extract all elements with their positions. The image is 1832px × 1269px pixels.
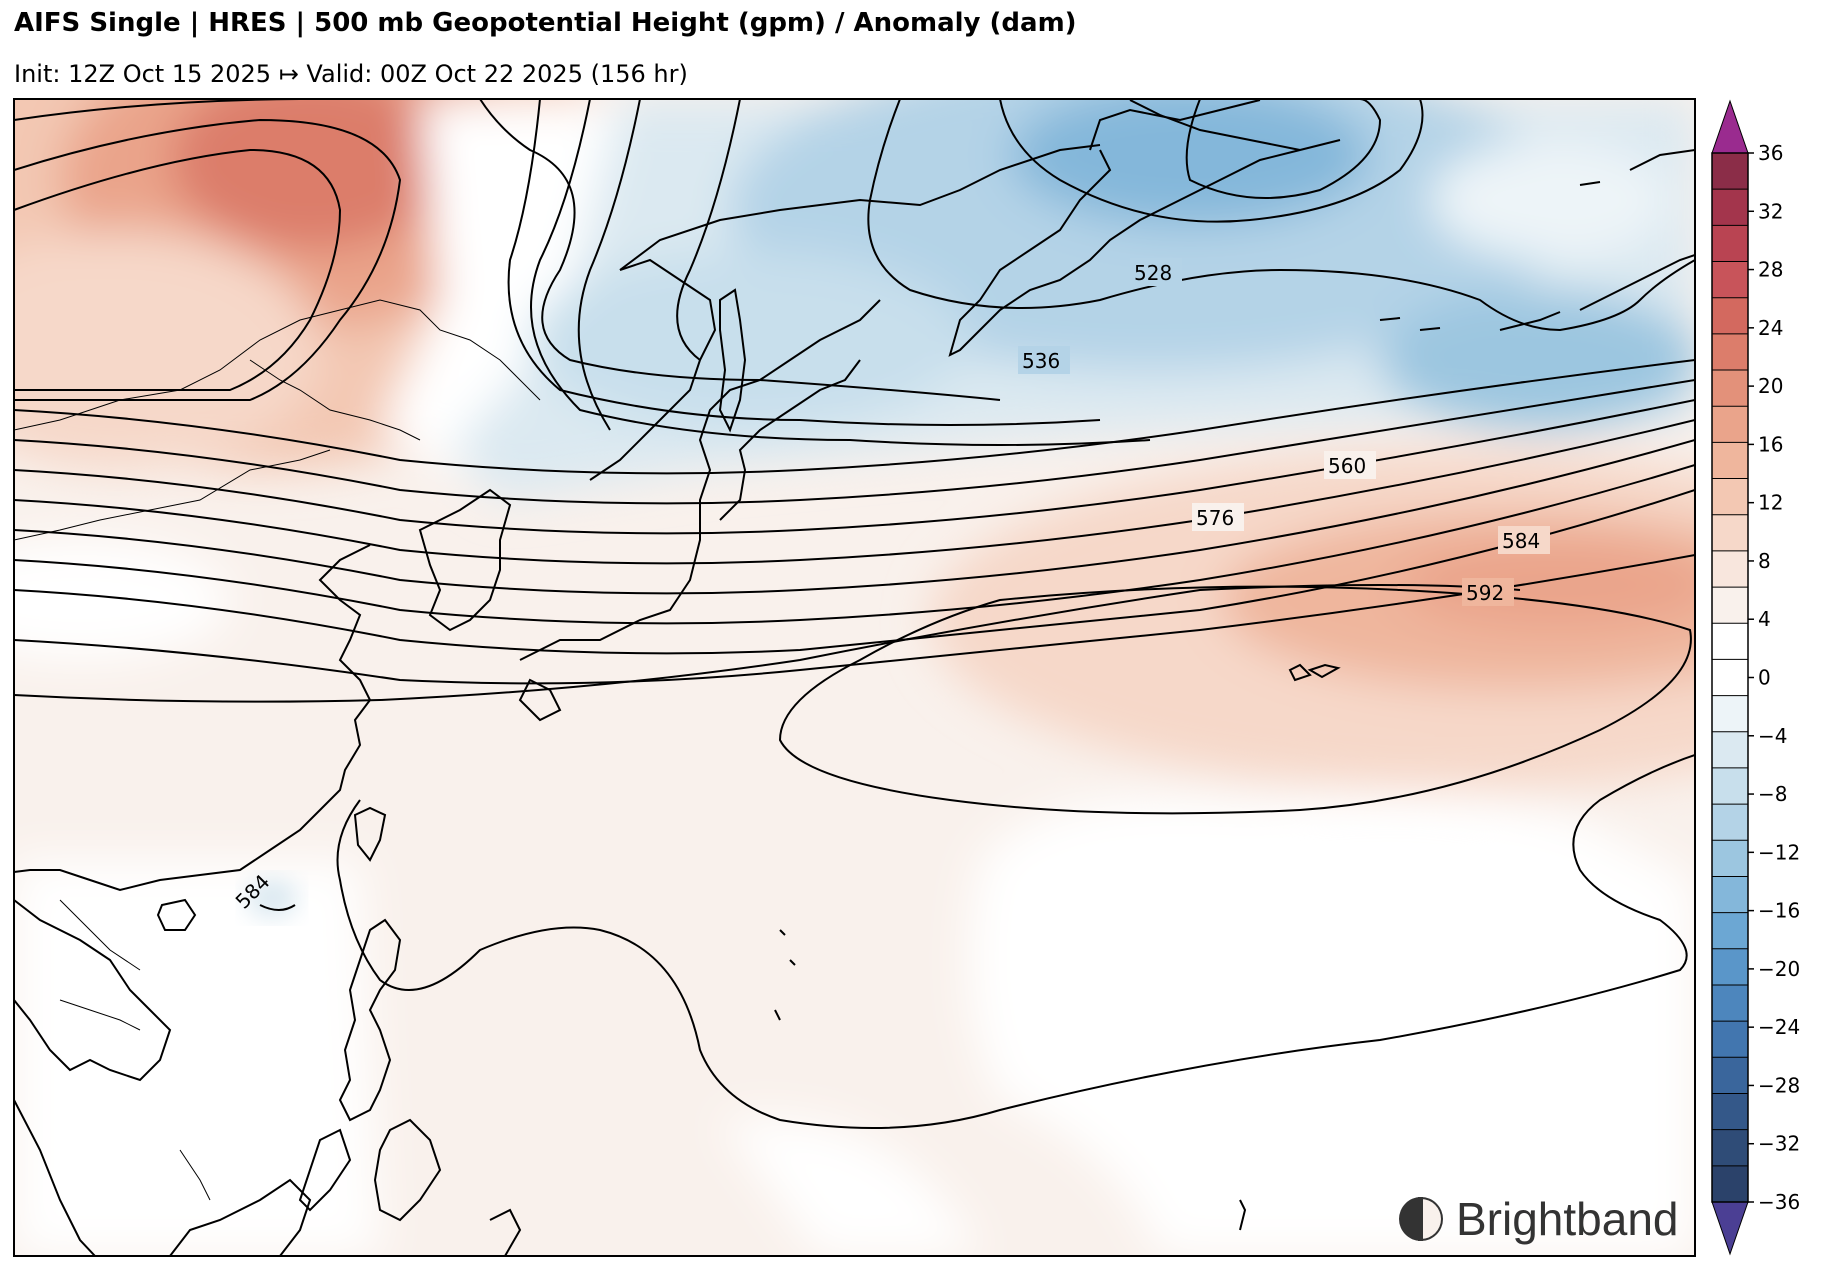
contour-label-560: 560	[1328, 454, 1366, 478]
brightband-icon	[1399, 1197, 1443, 1241]
colorbar-tick-label: 28	[1758, 258, 1783, 282]
colorbar-segment	[1712, 478, 1748, 516]
colorbar-segment	[1712, 804, 1748, 841]
contour-label-592: 592	[1466, 581, 1504, 605]
colorbar-segment	[1712, 912, 1748, 950]
colorbar-tick-label: −32	[1758, 1132, 1800, 1156]
colorbar-tick-label: −16	[1758, 899, 1800, 923]
colorbar-segment	[1712, 731, 1748, 769]
colorbar-tick-label: −20	[1758, 957, 1800, 981]
colorbar-tick-label: −8	[1758, 782, 1787, 806]
chart-subtitle: Init: 12Z Oct 15 2025 ↦ Valid: 00Z Oct 2…	[14, 60, 688, 88]
colorbar-segment	[1712, 1057, 1748, 1094]
contour-label-528: 528	[1134, 261, 1172, 285]
colorbar-tick-label: 0	[1758, 666, 1771, 690]
colorbar-segment	[1712, 225, 1748, 263]
colorbar-over-arrow	[1711, 99, 1749, 154]
colorbar-segment	[1712, 984, 1748, 1022]
contour-label-584: 584	[1502, 529, 1540, 553]
colorbar-segment	[1712, 442, 1748, 480]
colorbar-segment	[1712, 587, 1748, 624]
colorbar-segment	[1712, 189, 1748, 226]
colorbar-tick-label: −28	[1758, 1073, 1800, 1097]
colorbar-tick-label: −12	[1758, 840, 1800, 864]
colorbar-segment	[1712, 767, 1748, 805]
colorbar-segment	[1712, 1165, 1748, 1203]
colorbar-segment	[1712, 659, 1748, 697]
colorbar-segment	[1712, 876, 1748, 914]
colorbar-segment	[1712, 840, 1748, 877]
colorbar-segment	[1712, 1021, 1748, 1058]
colorbar-segment	[1712, 514, 1748, 552]
colorbar-tick-label: 32	[1758, 199, 1783, 223]
contour-label-576: 576	[1196, 506, 1234, 530]
colorbar-segment	[1712, 1093, 1748, 1131]
chart-title: AIFS Single | HRES | 500 mb Geopotential…	[14, 8, 1077, 38]
colorbar-tick-label: 36	[1758, 141, 1783, 165]
colorbar-segment	[1712, 153, 1748, 190]
colorbar-segment	[1712, 297, 1748, 335]
country-borders	[14, 299, 541, 1201]
colorbar-under-arrow	[1711, 1201, 1749, 1256]
colorbar-tick-label: 12	[1758, 491, 1783, 515]
colorbar-tick-label: −4	[1758, 724, 1787, 748]
colorbar-segment	[1712, 406, 1748, 443]
colorbar-tick-label: 4	[1758, 607, 1771, 631]
colorbar-segment	[1712, 948, 1748, 986]
colorbar-tick-label: 20	[1758, 374, 1783, 398]
colorbar: 36 32 28 24 20 16 12 8 4 0 −4 −8 −12 −16 −20 −24 −28 −32 −…	[1711, 99, 1800, 1256]
brightband-wordmark: Brightband	[1456, 1193, 1679, 1245]
brightband-logo: Brightband	[1399, 1193, 1679, 1245]
colorbar-tick-label: 8	[1758, 549, 1771, 573]
colorbar-segment	[1712, 333, 1748, 371]
colorbar-tick-label: 24	[1758, 316, 1783, 340]
colorbar-tick-label: −36	[1758, 1190, 1800, 1214]
map-frame	[13, 98, 1696, 1257]
colorbar-segment	[1712, 623, 1748, 660]
colorbar-tick-label: −24	[1758, 1015, 1800, 1039]
colorbar-tick-label: 16	[1758, 432, 1783, 456]
colorbar-segment	[1712, 1129, 1748, 1167]
colorbar-segment	[1712, 695, 1748, 733]
colorbar-segment	[1712, 550, 1748, 588]
height-contours	[14, 99, 1695, 1129]
colorbar-segment	[1712, 261, 1748, 299]
contour-labels: 528 536 560 576 584 592 584	[231, 258, 1550, 914]
colorbar-segment	[1712, 370, 1748, 407]
contour-label-536: 536	[1022, 349, 1060, 373]
